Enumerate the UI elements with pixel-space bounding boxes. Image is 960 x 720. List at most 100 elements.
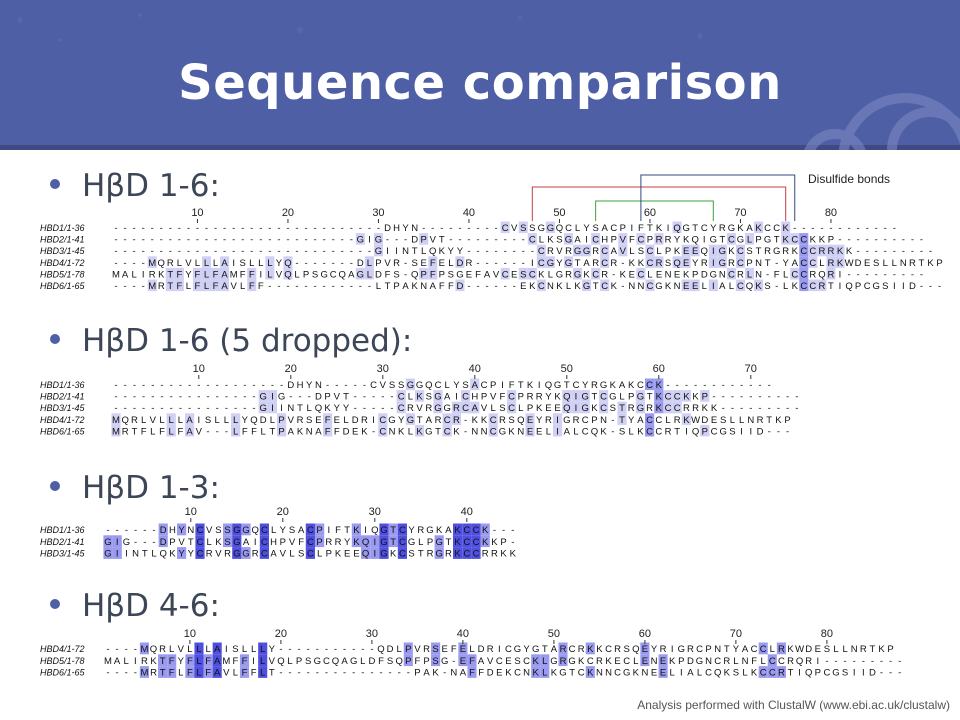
residue: Q bbox=[845, 281, 852, 292]
conservation-cell bbox=[471, 547, 481, 559]
residue: - bbox=[504, 281, 507, 292]
residue: - bbox=[398, 668, 401, 679]
residue: A bbox=[792, 258, 799, 269]
residue: E bbox=[711, 415, 717, 426]
residue: R bbox=[427, 549, 434, 560]
residue: P bbox=[423, 656, 429, 667]
residue: S bbox=[393, 269, 399, 280]
residue: T bbox=[788, 668, 794, 679]
residue: R bbox=[158, 281, 165, 292]
residue: - bbox=[280, 380, 283, 391]
residue: - bbox=[350, 258, 353, 269]
residue: C bbox=[379, 426, 386, 437]
conservation-cell bbox=[480, 535, 490, 548]
residue: F bbox=[232, 656, 238, 667]
ruler-tick-label: 20 bbox=[285, 363, 297, 375]
residue: P bbox=[278, 415, 284, 426]
residue: V bbox=[289, 537, 296, 548]
residue: G bbox=[655, 281, 662, 292]
residue: S bbox=[764, 281, 770, 292]
residue: V bbox=[490, 392, 497, 403]
residue: I bbox=[372, 415, 375, 426]
residue: R bbox=[149, 269, 156, 280]
residue: - bbox=[326, 380, 329, 391]
conservation-cell bbox=[758, 642, 768, 655]
residue: - bbox=[234, 403, 237, 414]
residue: L bbox=[619, 392, 624, 403]
residue: - bbox=[277, 246, 280, 257]
residue: L bbox=[196, 644, 201, 655]
residue: I bbox=[798, 668, 801, 679]
residue: L bbox=[575, 223, 580, 234]
residue: E bbox=[651, 668, 657, 679]
conservation-cell bbox=[388, 535, 398, 548]
residue: G bbox=[436, 537, 443, 548]
residue: G bbox=[565, 258, 572, 269]
residue: - bbox=[857, 269, 860, 280]
residue: T bbox=[569, 668, 575, 679]
residue: - bbox=[875, 223, 878, 234]
residue: I bbox=[373, 549, 376, 560]
residue: - bbox=[143, 525, 146, 536]
residue: - bbox=[464, 426, 467, 437]
residue: N bbox=[315, 380, 322, 391]
residue: R bbox=[335, 537, 342, 548]
residue: - bbox=[114, 258, 117, 269]
residue: Y bbox=[178, 525, 185, 536]
residue: - bbox=[243, 380, 246, 391]
residue: C bbox=[399, 537, 406, 548]
conservation-cell bbox=[419, 233, 429, 245]
residue: L bbox=[376, 281, 381, 292]
residue: K bbox=[481, 415, 488, 426]
residue: - bbox=[142, 223, 145, 234]
residue: E bbox=[815, 644, 821, 655]
residue: K bbox=[783, 223, 790, 234]
residue: S bbox=[205, 415, 211, 426]
residue: - bbox=[160, 403, 163, 414]
conservation-cell bbox=[192, 267, 202, 280]
residue: S bbox=[398, 380, 404, 391]
residue: K bbox=[669, 656, 676, 667]
residue: R bbox=[159, 644, 166, 655]
residue: P bbox=[678, 656, 684, 667]
residue: I bbox=[364, 525, 367, 536]
residue: C bbox=[737, 281, 744, 292]
residue: R bbox=[656, 235, 663, 246]
residue: T bbox=[160, 656, 166, 667]
residue: Q bbox=[277, 656, 284, 667]
residue: - bbox=[740, 403, 743, 414]
residue: R bbox=[778, 644, 785, 655]
residue: D bbox=[384, 223, 391, 234]
residue: V bbox=[334, 392, 341, 403]
residue: F bbox=[176, 269, 182, 280]
conservation-cell bbox=[185, 413, 195, 425]
residue: C bbox=[592, 269, 599, 280]
conservation-cell bbox=[433, 390, 443, 402]
residue: K bbox=[353, 537, 360, 548]
residue: L bbox=[233, 426, 238, 437]
residue: - bbox=[123, 235, 126, 246]
residue: L bbox=[448, 258, 453, 269]
residue: G bbox=[444, 403, 451, 414]
residue: R bbox=[787, 656, 794, 667]
residue: Q bbox=[425, 380, 432, 391]
residue: - bbox=[712, 380, 715, 391]
conservation-cell bbox=[103, 547, 113, 559]
residue: C bbox=[823, 668, 830, 679]
conservation-cell bbox=[536, 244, 546, 257]
residue: G bbox=[719, 246, 726, 257]
residue: D bbox=[478, 644, 485, 655]
residue: - bbox=[363, 403, 366, 414]
residue: - bbox=[316, 644, 319, 655]
residue: - bbox=[902, 246, 905, 257]
residue: S bbox=[215, 525, 221, 536]
residue: N bbox=[637, 281, 644, 292]
conservation-cell bbox=[467, 666, 477, 678]
residue: G bbox=[499, 426, 506, 437]
conservation-cell bbox=[553, 424, 563, 437]
conservation-cell bbox=[231, 424, 241, 437]
residue: I bbox=[280, 403, 283, 414]
residue: K bbox=[596, 644, 603, 655]
residue: - bbox=[188, 403, 191, 414]
